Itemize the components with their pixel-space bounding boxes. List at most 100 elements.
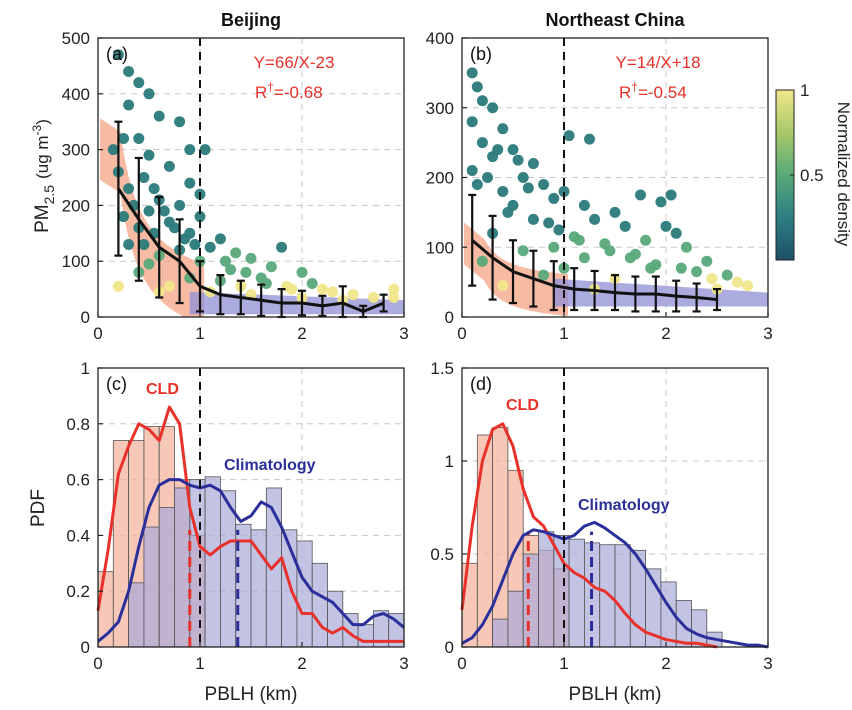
x-tick-label: 1 xyxy=(559,654,568,673)
x-tick-label: 2 xyxy=(297,654,306,673)
r-value-label: R†=-0.68 xyxy=(255,80,323,102)
r-superscript: † xyxy=(631,80,638,94)
scatter-point xyxy=(584,133,595,145)
y-tick-label: 100 xyxy=(62,252,90,271)
mean-line xyxy=(117,187,385,314)
scatter-point xyxy=(645,262,657,274)
hist-bar-cld xyxy=(476,434,493,648)
scatter-point xyxy=(179,233,191,245)
y-tick-label: 200 xyxy=(62,196,90,215)
r-value: =-0.68 xyxy=(274,83,323,102)
scatter-point xyxy=(558,185,570,197)
x-tick-label: 3 xyxy=(399,324,408,343)
scatter-point xyxy=(123,183,135,195)
scatter-point xyxy=(174,116,186,128)
scatter-point xyxy=(721,269,733,281)
scatter-point xyxy=(240,266,252,278)
scatter-point xyxy=(609,206,621,218)
scatter-point xyxy=(517,245,529,257)
x-tick-label: 2 xyxy=(661,324,670,343)
scatter-point xyxy=(691,266,703,278)
colorbar-label: Normalized density xyxy=(834,102,852,247)
x-tick-label: 1 xyxy=(559,324,568,343)
pdf-curve-cld xyxy=(96,405,404,643)
x-tick-label: 3 xyxy=(763,324,772,343)
x-tick-label: 0 xyxy=(93,654,102,673)
scatter-point xyxy=(471,81,483,93)
y-tick-label: 0 xyxy=(445,638,454,657)
fit-equation: Y=66/X-23 xyxy=(254,53,335,72)
scatter-point xyxy=(230,247,242,259)
scatter-point xyxy=(123,65,135,77)
scatter-point xyxy=(619,220,631,232)
fit-band xyxy=(464,222,569,316)
scatter-point xyxy=(276,241,288,253)
scatter-point xyxy=(522,182,534,194)
x-tick-label: 1 xyxy=(195,324,204,343)
scatter-point xyxy=(578,252,590,264)
hist-bar-climatology xyxy=(553,535,570,648)
scatter-point xyxy=(573,234,585,246)
scatter-point xyxy=(635,189,646,201)
scatter-point xyxy=(553,224,565,236)
colorbar-tick-label: 0.5 xyxy=(800,166,824,185)
scatter-point xyxy=(123,99,135,111)
scatter-point xyxy=(640,234,652,246)
scatter-point xyxy=(548,192,560,204)
fit-equation: Y=14/X+18 xyxy=(615,53,700,72)
scatter-point xyxy=(502,206,514,218)
scatter-point xyxy=(512,154,524,166)
hist-bar-climatology xyxy=(204,476,221,648)
scatter-point xyxy=(189,238,201,250)
scatter-point xyxy=(214,233,226,245)
series-label-cld: CLD xyxy=(146,381,179,398)
panel-label: (b) xyxy=(470,44,492,64)
r-letter: R xyxy=(619,83,631,102)
hist-bar-climatology xyxy=(568,538,585,648)
scatter-point xyxy=(471,178,483,190)
scatter-point xyxy=(476,95,488,107)
x-tick-label: 2 xyxy=(297,324,306,343)
hist-bar-climatology xyxy=(219,490,237,648)
x-tick-label: 0 xyxy=(457,654,466,673)
scatter-point xyxy=(367,291,379,303)
scatter-point xyxy=(660,220,672,232)
scatter-point xyxy=(388,291,400,303)
hist-bar-climatology xyxy=(599,544,616,648)
scatter-point xyxy=(527,213,539,225)
scatter-point xyxy=(604,245,616,257)
series-label-climatology: Climatology xyxy=(224,457,316,474)
scatter-point xyxy=(497,280,509,292)
scatter-point xyxy=(163,280,175,292)
scatter-point xyxy=(260,278,272,290)
scatter-point xyxy=(169,222,180,234)
ylabel-unit-close: ) xyxy=(33,119,52,125)
ylabel-sub: 2.5 xyxy=(41,185,57,205)
scatter-point xyxy=(163,160,175,172)
hist-bar-climatology xyxy=(614,544,631,648)
scatter-point xyxy=(153,110,165,122)
hist-bar-climatology xyxy=(250,529,267,648)
scatter-point xyxy=(487,102,499,114)
scatter-point xyxy=(174,199,186,211)
scatter-point xyxy=(655,196,667,208)
hist-bar-climatology xyxy=(311,562,328,648)
scatter-point xyxy=(123,238,135,250)
hist-bar-climatology xyxy=(357,624,374,648)
scatter-point xyxy=(133,77,145,89)
pdf-curve-climatology xyxy=(97,478,405,643)
scatter-point xyxy=(543,217,555,229)
y-tick-label: 0 xyxy=(81,638,90,657)
scatter-point xyxy=(112,49,124,61)
hist-bar-climatology xyxy=(174,487,191,648)
y-tick-label: 0.4 xyxy=(66,526,90,545)
scatter-point xyxy=(665,189,677,201)
scatter-point xyxy=(742,280,754,292)
y-axis-label-pm25: PM2.5 (ug m-3) xyxy=(30,119,57,233)
panel-label: (a) xyxy=(106,44,128,64)
scatter-point xyxy=(204,241,216,253)
plot-frame xyxy=(461,367,769,648)
y-tick-label: 200 xyxy=(426,169,454,188)
hist-bar-climatology xyxy=(492,618,509,648)
pdf-curve-climatology xyxy=(461,520,769,649)
